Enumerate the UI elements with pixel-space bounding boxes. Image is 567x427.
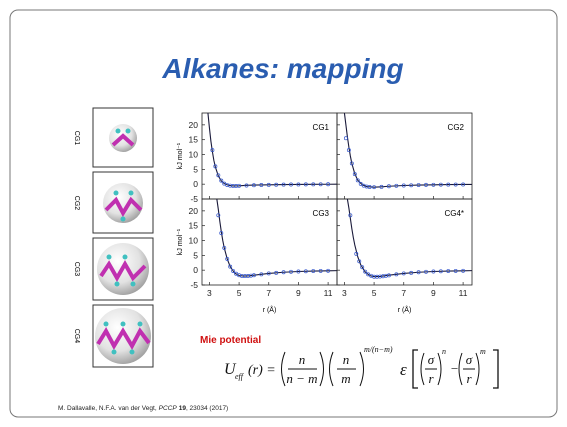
x-tick-label: 9 bbox=[296, 288, 301, 298]
x-tick-label: 9 bbox=[431, 288, 436, 298]
formula-text: n bbox=[442, 347, 446, 356]
formula-text: − bbox=[450, 361, 459, 376]
x-tick-label: 5 bbox=[237, 288, 242, 298]
y-axis-label: kJ mol⁻¹ bbox=[177, 228, 184, 255]
citation-part: PCCP bbox=[159, 405, 178, 412]
y-tick-label: 0 bbox=[193, 179, 198, 189]
y-tick-label: 10 bbox=[189, 236, 199, 246]
mapping-label: CG1 bbox=[73, 131, 80, 146]
slide-title: Alkanes: mapping bbox=[161, 53, 403, 84]
panel-label: CG2 bbox=[448, 123, 465, 132]
formula-text: σ bbox=[428, 352, 435, 367]
mapping-label: CG3 bbox=[73, 262, 80, 277]
formula-text: n bbox=[299, 352, 306, 367]
x-axis-label: r (Å) bbox=[398, 305, 412, 314]
y-tick-label: 5 bbox=[193, 250, 198, 260]
y-tick-label: 0 bbox=[193, 265, 198, 275]
y-tick-label: -5 bbox=[190, 194, 198, 204]
x-tick-label: 5 bbox=[372, 288, 377, 298]
y-axis-label: kJ mol⁻¹ bbox=[177, 142, 184, 169]
formula-text: σ bbox=[466, 352, 473, 367]
formula-text: n bbox=[343, 352, 350, 367]
slide: Alkanes: mapping CG1 CG2 CG3 CG4 -5 0 5 10 1… bbox=[0, 0, 567, 427]
x-tick-label: 3 bbox=[342, 288, 347, 298]
citation-part: , 23034 (2017) bbox=[186, 405, 228, 412]
page: {"title": "Alkanes: mapping", "mapping_l… bbox=[0, 0, 567, 427]
mapping-label: CG4 bbox=[73, 329, 80, 344]
y-tick-label: 5 bbox=[193, 164, 198, 174]
formula-text: n − m bbox=[286, 371, 317, 386]
y-tick-label: 15 bbox=[189, 135, 199, 145]
y-tick-label: 20 bbox=[189, 206, 199, 216]
formula-text: m bbox=[480, 347, 486, 356]
y-tick-label: 20 bbox=[189, 120, 199, 130]
x-axis-label: r (Å) bbox=[263, 305, 277, 314]
formula-text: m bbox=[341, 371, 350, 386]
x-tick-label: 7 bbox=[401, 288, 406, 298]
formula-text: ε bbox=[400, 360, 407, 379]
panel-label: CG1 bbox=[313, 123, 330, 132]
x-tick-label: 7 bbox=[266, 288, 271, 298]
x-tick-label: 11 bbox=[459, 288, 468, 298]
x-tick-label: 11 bbox=[324, 288, 333, 298]
x-tick-label: 3 bbox=[207, 288, 212, 298]
mapping-label: CG2 bbox=[73, 196, 80, 211]
y-tick-label: 15 bbox=[189, 221, 199, 231]
formula-text: (r) = bbox=[248, 363, 276, 378]
panel-label: CG3 bbox=[313, 209, 330, 218]
mie-label: Mie potential bbox=[200, 335, 261, 346]
y-tick-label: 10 bbox=[189, 150, 199, 160]
panel-label: CG4* bbox=[444, 209, 464, 218]
formula-text: m/(n−m) bbox=[364, 345, 393, 354]
citation-part: M. Dallavalle, N.F.A. van der Vegt, bbox=[58, 405, 157, 412]
y-tick-label: -5 bbox=[190, 280, 198, 290]
